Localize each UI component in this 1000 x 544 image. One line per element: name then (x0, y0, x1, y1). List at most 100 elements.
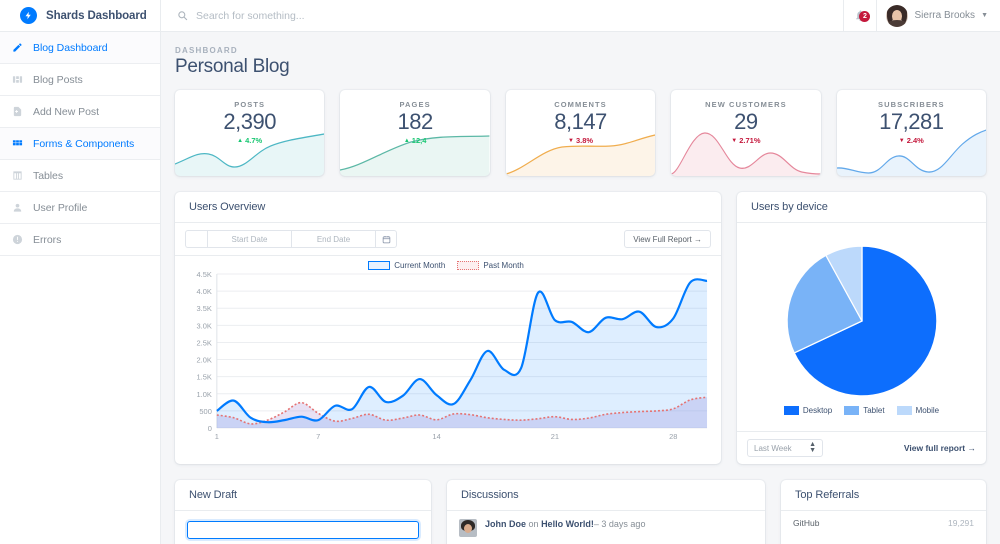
stat-label: Posts (234, 100, 266, 109)
users-by-device-title: Users by device (737, 192, 986, 223)
svg-text:3.0K: 3.0K (197, 321, 212, 330)
trend-up-icon: ▲ (237, 137, 244, 144)
discussions-title: Discussions (447, 480, 765, 511)
line-chart-svg: 0 500 1.0K 1.5K 2.0K 2.5K 3.0K 3.5K 4.0K 4.5K 1 7 14… (197, 270, 708, 441)
list-item[interactable]: John Doe on Hello World!– 3 days ago (447, 511, 765, 544)
search-input[interactable] (196, 9, 416, 22)
legend-label: Desktop (802, 406, 833, 415)
svg-text:1.0K: 1.0K (197, 390, 212, 399)
stat-value: 182 (397, 109, 434, 134)
notifications-button[interactable]: 2 (843, 0, 878, 31)
sidebar-item-add-new-post[interactable]: Add New Post (0, 96, 160, 128)
svg-text:1.5K: 1.5K (197, 373, 212, 382)
referral-name: GitHub (793, 518, 820, 528)
sidebar: Shards Dashboard Blog Dashboard Blog Pos… (0, 0, 161, 544)
sidebar-item-errors[interactable]: Errors (0, 224, 160, 256)
list-item[interactable]: GitHub 19,291 (781, 511, 986, 535)
stat-card-subscribers[interactable]: Subscribers 17,281 ▼ 2.4% (836, 90, 987, 176)
referral-value: 19,291 (948, 518, 974, 528)
users-overview-toolbar: Start Date End Date View Full Report → (175, 223, 721, 256)
pie-chart-region: Desktop Tablet Mobile (737, 223, 986, 431)
avatar (886, 4, 909, 27)
date-range-group: Start Date End Date (185, 230, 397, 248)
stat-delta: ▼ 2.4% (837, 136, 986, 145)
main-region: 2 Sierra Brooks ▼ Dashboard Personal Blo… (161, 0, 1000, 544)
grid-icon (11, 137, 24, 150)
sidebar-item-forms-components[interactable]: Forms & Components (0, 128, 160, 160)
view-full-report-link[interactable]: View full report → (903, 443, 976, 453)
brand[interactable]: Shards Dashboard (0, 0, 160, 32)
stat-label: Comments (554, 100, 607, 109)
search-container[interactable] (161, 0, 843, 31)
stat-card-comments[interactable]: Comments 8,147 ▼ 3.8% (505, 90, 656, 176)
avatar (459, 519, 477, 537)
discussion-time: – 3 days ago (593, 519, 646, 529)
user-menu[interactable]: Sierra Brooks ▼ (877, 0, 1000, 31)
svg-text:21: 21 (551, 432, 559, 441)
top-referrals-title: Top Referrals (781, 480, 986, 511)
stat-delta: ▼ 3.8% (506, 136, 655, 145)
stat-value: 8,147 (554, 109, 607, 134)
notification-badge: 2 (859, 11, 871, 22)
stat-delta: ▲ 12,4 (340, 136, 489, 145)
view-full-report-button[interactable]: View Full Report → (624, 230, 711, 248)
legend-label: Mobile (915, 406, 940, 415)
error-icon (11, 233, 24, 246)
new-draft-title: New Draft (175, 480, 431, 511)
sidebar-item-blog-dashboard[interactable]: Blog Dashboard (0, 32, 160, 64)
top-referrals-card: Top Referrals GitHub 19,291 (781, 480, 986, 544)
legend-item-tablet: Tablet (844, 406, 885, 415)
users-by-device-footer: Last Week ▲ ▼ View full report → (737, 431, 986, 464)
sidebar-item-tables[interactable]: Tables (0, 160, 160, 192)
pencil-icon (11, 41, 24, 54)
sparkline-comments (505, 124, 656, 176)
table-icon (11, 169, 24, 182)
trend-down-icon: ▼ (567, 137, 574, 144)
users-overview-title: Users Overview (175, 192, 721, 223)
sidebar-item-blog-posts[interactable]: Blog Posts (0, 64, 160, 96)
breadcrumb: Dashboard (175, 46, 238, 55)
users-overview-card: Users Overview Start Date End Date View … (175, 192, 721, 464)
svg-text:1: 1 (215, 432, 219, 441)
svg-text:4.5K: 4.5K (197, 270, 212, 279)
sparkline-pages (340, 124, 490, 176)
stat-card-new-customers[interactable]: New Customers 29 ▼ 2.71% (671, 90, 821, 176)
charts-row: Users Overview Start Date End Date View … (175, 192, 986, 464)
trend-down-icon: ▼ (898, 137, 905, 144)
sidebar-nav: Blog Dashboard Blog Posts Add New Post F… (0, 32, 160, 256)
person-icon (11, 201, 24, 214)
page-content: Dashboard Personal Blog Posts 2,390 ▲ 4.… (161, 32, 1000, 544)
trend-up-icon: ▲ (403, 137, 410, 144)
view-module-icon (11, 73, 24, 86)
svg-text:3.5K: 3.5K (197, 304, 212, 313)
stat-card-pages[interactable]: Pages 182 ▲ 12,4 (340, 90, 490, 176)
topbar: 2 Sierra Brooks ▼ (161, 0, 1000, 32)
date-prefix (185, 230, 207, 248)
discussion-author: John Doe (485, 519, 527, 529)
chevron-updown-icon: ▲ ▼ (809, 441, 816, 454)
sidebar-item-user-profile[interactable]: User Profile (0, 192, 160, 224)
bottom-row: New Draft Discussions John Doe on (175, 480, 986, 544)
stat-delta-value: 3.8% (575, 136, 594, 146)
start-date-input[interactable]: Start Date (207, 230, 291, 248)
svg-text:4.0K: 4.0K (197, 287, 212, 296)
caret-down-icon: ▼ (981, 12, 988, 19)
search-icon (177, 10, 188, 21)
sidebar-item-label: Add New Post (33, 105, 99, 118)
period-select[interactable]: Last Week ▲ ▼ (747, 439, 823, 457)
stat-cards: Posts 2,390 ▲ 4.7% (175, 90, 987, 176)
stat-label: Subscribers (877, 100, 945, 109)
stat-value: 2,390 (223, 109, 276, 134)
pie-chart-svg (786, 245, 937, 397)
discussion-connector: on (528, 519, 539, 529)
sidebar-item-label: User Profile (33, 201, 88, 214)
svg-text:500: 500 (199, 407, 211, 416)
end-date-input[interactable]: End Date (291, 230, 375, 248)
legend-item-current-month: Current Month (368, 261, 445, 270)
draft-title-input[interactable] (187, 521, 419, 539)
stat-card-posts[interactable]: Posts 2,390 ▲ 4.7% (175, 90, 325, 176)
legend-item-desktop: Desktop (783, 406, 833, 415)
stat-value: 29 (734, 109, 758, 134)
calendar-icon[interactable] (375, 230, 397, 248)
stat-delta-value: 2.71% (739, 136, 761, 146)
